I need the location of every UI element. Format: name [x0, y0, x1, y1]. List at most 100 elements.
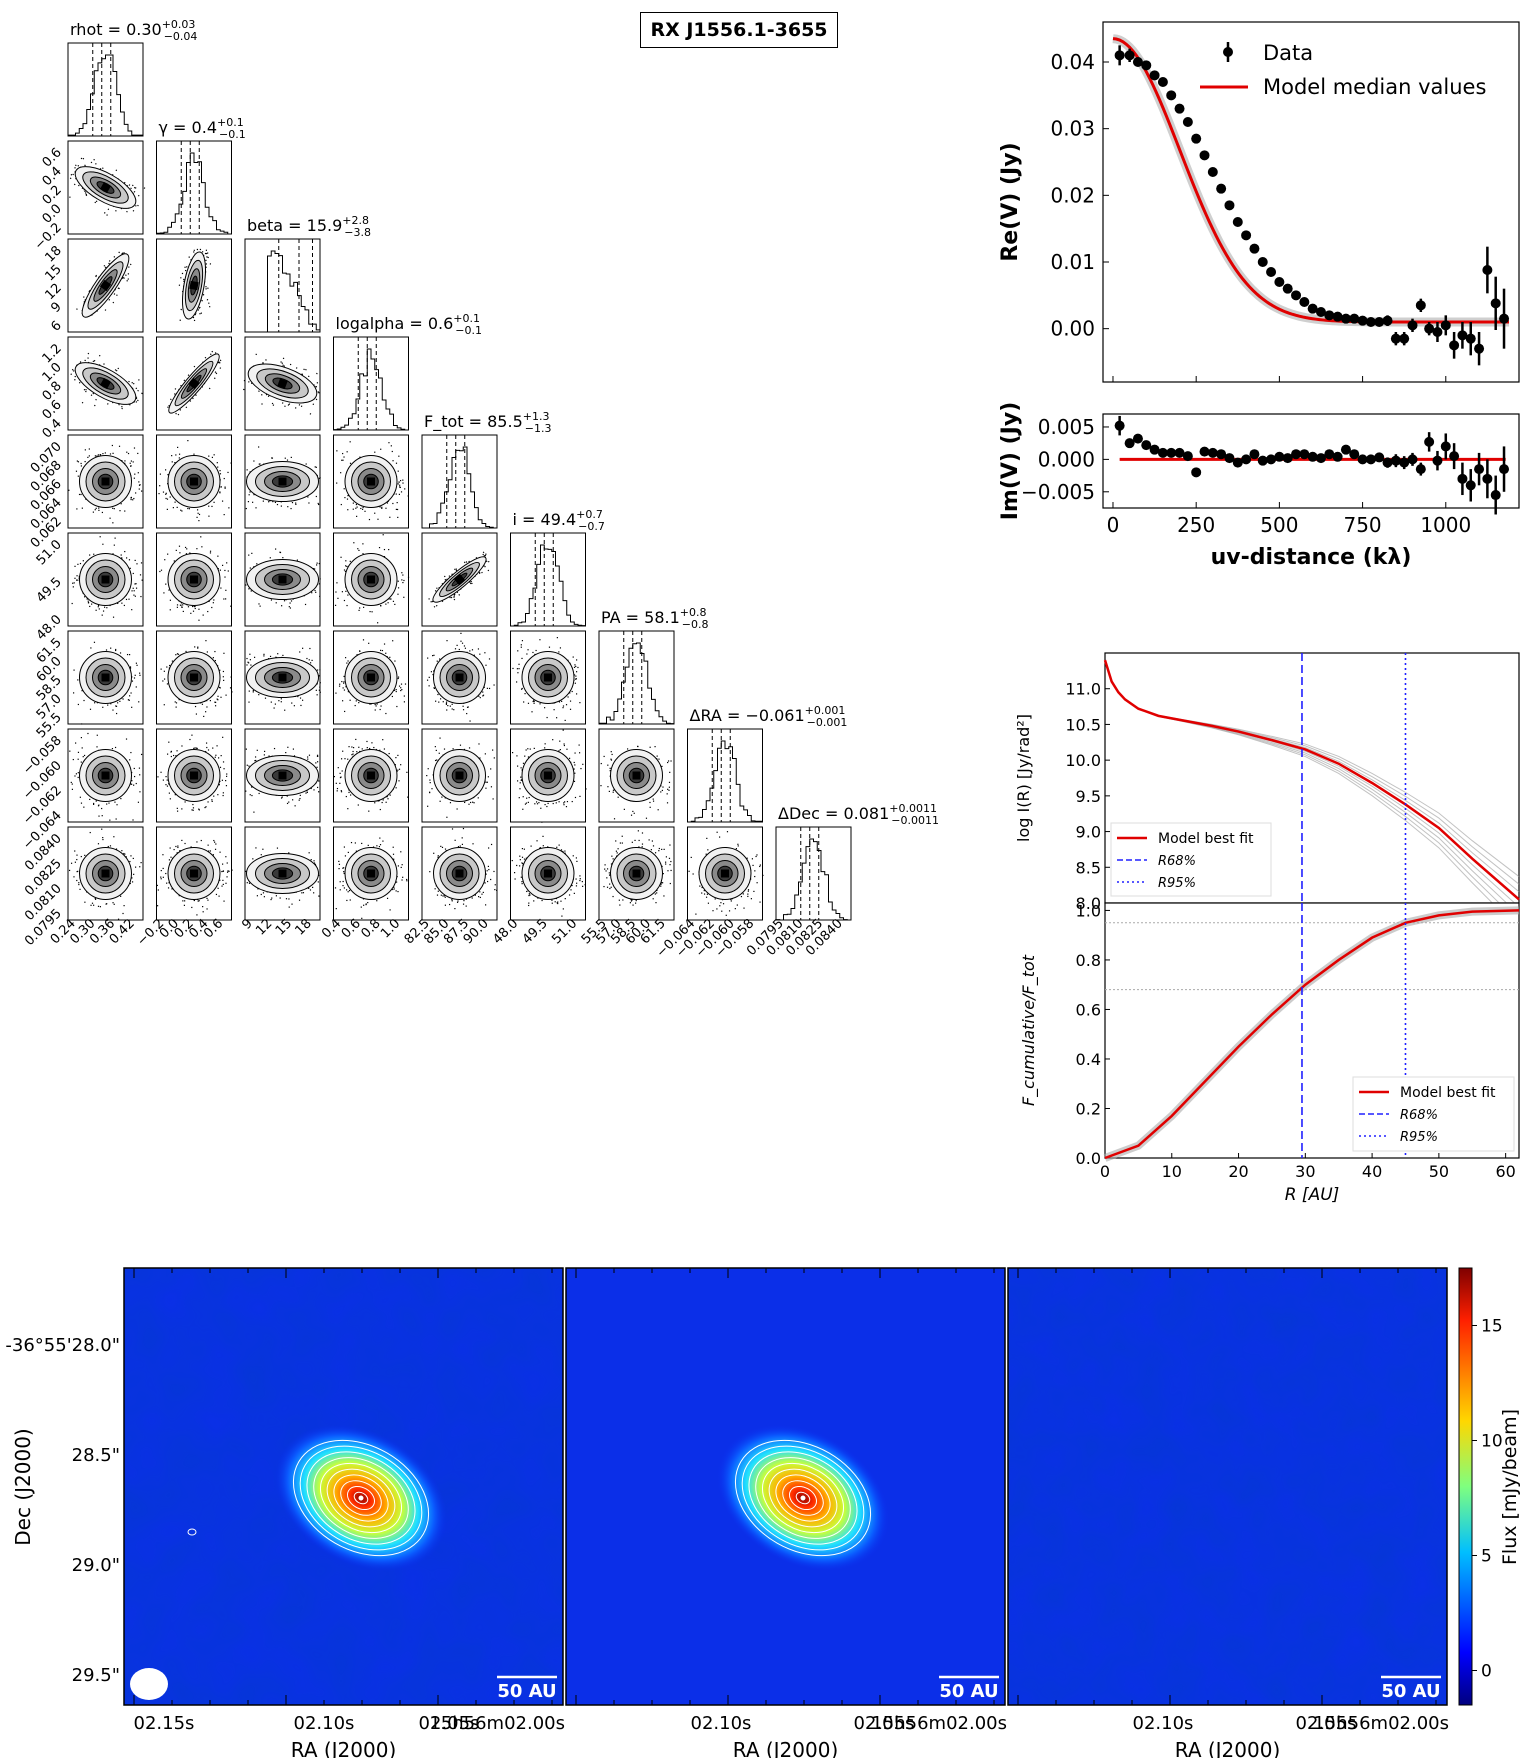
sample-point — [349, 560, 351, 562]
sample-point — [261, 403, 263, 405]
sample-point — [128, 266, 130, 268]
sample-point — [70, 373, 73, 376]
sample-point — [178, 545, 181, 547]
sample-point — [305, 368, 307, 371]
corner-cell-frame — [67, 140, 144, 235]
sample-point — [318, 562, 320, 565]
sample-point — [399, 484, 401, 486]
sample-point — [343, 599, 346, 602]
sample-point — [78, 381, 81, 384]
sample-point — [77, 475, 79, 477]
sample-point — [345, 565, 347, 567]
sample-point — [80, 493, 82, 496]
sample-point — [124, 460, 126, 462]
sample-point — [124, 550, 126, 553]
density-peak — [101, 477, 110, 486]
sample-point — [138, 488, 140, 490]
sample-point — [385, 603, 387, 605]
sample-point — [211, 456, 214, 459]
sample-point — [258, 446, 260, 448]
sample-point — [191, 605, 194, 608]
sample-point — [259, 605, 261, 607]
sample-point — [207, 287, 209, 289]
sample-point — [88, 448, 90, 450]
sample-point — [130, 465, 132, 467]
sample-point — [87, 357, 89, 359]
sample-point — [454, 568, 456, 571]
sample-point — [398, 481, 400, 483]
density-peak — [367, 575, 375, 584]
sample-point — [101, 614, 103, 616]
sample-point — [198, 520, 200, 522]
sample-point — [223, 598, 225, 600]
sample-point — [315, 398, 318, 401]
sample-point — [380, 448, 382, 450]
sample-point — [129, 567, 131, 569]
sample-point — [183, 278, 185, 281]
sample-point — [118, 251, 120, 254]
sample-point — [177, 413, 180, 416]
sample-point — [298, 404, 301, 406]
sample-point — [99, 454, 101, 456]
sample-point — [407, 495, 409, 497]
sample-point — [295, 503, 297, 506]
sample-point — [309, 413, 312, 415]
sample-point — [404, 488, 406, 490]
sample-point — [382, 534, 384, 536]
histogram-gamma — [156, 152, 232, 235]
sample-point — [83, 388, 86, 391]
sample-point — [399, 479, 402, 482]
sample-point — [204, 356, 207, 359]
sample-point — [74, 167, 76, 169]
sample-point — [463, 561, 466, 564]
sample-point — [102, 543, 104, 545]
sample-point — [342, 459, 344, 461]
density-rhot-gamma — [69, 157, 146, 216]
sample-point — [289, 607, 292, 609]
sample-point — [74, 565, 76, 567]
sample-point — [108, 262, 110, 265]
sample-point — [315, 564, 318, 566]
sample-point — [261, 394, 263, 396]
sample-point — [355, 507, 357, 509]
sample-point — [274, 501, 277, 504]
sample-point — [82, 296, 85, 298]
sample-point — [119, 510, 121, 512]
sample-point — [213, 501, 215, 503]
sample-point — [112, 452, 114, 454]
sample-point — [133, 447, 136, 449]
sample-point — [248, 588, 250, 590]
density-beta-logalpha — [242, 353, 320, 415]
sample-point — [71, 602, 73, 605]
sample-point — [290, 600, 293, 602]
sample-point — [290, 507, 292, 510]
sample-point — [179, 552, 181, 554]
sample-point — [193, 319, 196, 322]
sample-point — [209, 550, 212, 552]
sample-point — [215, 372, 218, 375]
density-rhot-i — [71, 536, 143, 618]
sample-point — [352, 508, 354, 510]
sample-point — [362, 543, 364, 545]
sample-point — [89, 554, 91, 556]
sample-point — [171, 461, 173, 463]
sample-point — [397, 516, 399, 519]
sample-point — [249, 567, 251, 569]
sample-point — [82, 560, 84, 562]
sample-point — [116, 294, 118, 297]
sample-point — [104, 309, 107, 311]
sample-point — [75, 470, 78, 472]
sample-point — [71, 368, 74, 371]
sample-point — [335, 591, 337, 593]
sample-point — [132, 382, 135, 385]
sample-point — [129, 462, 131, 464]
sample-point — [106, 214, 108, 216]
sample-point — [165, 583, 167, 585]
sample-point — [199, 313, 201, 315]
sample-point — [137, 204, 139, 207]
sample-point — [383, 548, 386, 551]
sample-point — [397, 580, 399, 582]
sample-point — [188, 256, 190, 258]
sample-point — [78, 493, 81, 496]
sample-point — [388, 442, 390, 444]
